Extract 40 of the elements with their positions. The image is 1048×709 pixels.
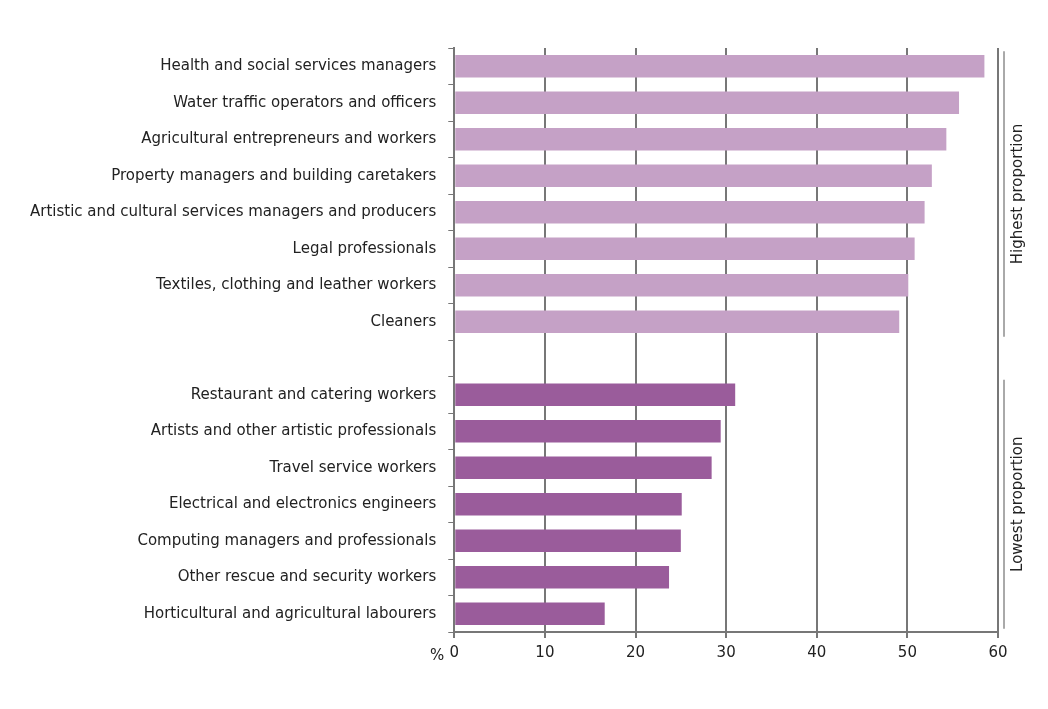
y-tick-label: Horticultural and agricultural labourers: [143, 603, 437, 622]
x-tick-label: 40: [807, 642, 827, 661]
x-tick-label: 20: [625, 642, 646, 661]
y-tick-label: Water traffic operators and officers: [173, 92, 437, 111]
bar: [455, 237, 915, 261]
bar: [455, 456, 712, 480]
y-tick-label: Other rescue and security workers: [177, 567, 437, 586]
x-tick-label: 60: [988, 642, 1008, 661]
x-tick-label: 50: [897, 642, 917, 661]
text: Lowest proportion: [1007, 436, 1026, 572]
bar: [455, 127, 947, 151]
y-tick-label: Artists and other artistic professionals: [150, 421, 437, 440]
bar: [455, 200, 925, 224]
bar: [455, 529, 681, 553]
x-tick-label: 0: [449, 642, 460, 661]
x-tick-label: 10: [535, 642, 555, 661]
bar: [455, 383, 736, 407]
x-tick-label: 30: [716, 642, 736, 661]
x-axis-title: %: [430, 645, 445, 664]
y-tick-label: Restaurant and catering workers: [190, 384, 437, 403]
y-tick-label: Cleaners: [370, 311, 437, 330]
y-tick-label: Property managers and building caretakers: [111, 165, 437, 184]
text: Highest proportion: [1007, 123, 1026, 265]
bar: [455, 565, 670, 589]
y-tick-label: Artistic and cultural services managers and producers: [29, 202, 437, 221]
y-tick-label: Electrical and electronics engineers: [168, 494, 437, 513]
bar: [455, 91, 960, 115]
bar: [455, 54, 985, 78]
bar: [455, 492, 682, 516]
bar: [455, 310, 900, 334]
bar: [455, 164, 932, 188]
y-tick-label: Computing managers and professionals: [137, 530, 437, 549]
y-tick-label: Legal professionals: [292, 238, 437, 257]
bar: [455, 273, 909, 297]
bar: [455, 602, 605, 626]
y-tick-label: Travel service workers: [268, 457, 437, 476]
bar: [455, 419, 721, 443]
y-tick-label: Agricultural entrepreneurs and workers: [141, 129, 437, 148]
y-tick-label: Textiles, clothing and leather workers: [154, 275, 437, 294]
y-tick-label: Health and social services managers: [160, 56, 437, 75]
